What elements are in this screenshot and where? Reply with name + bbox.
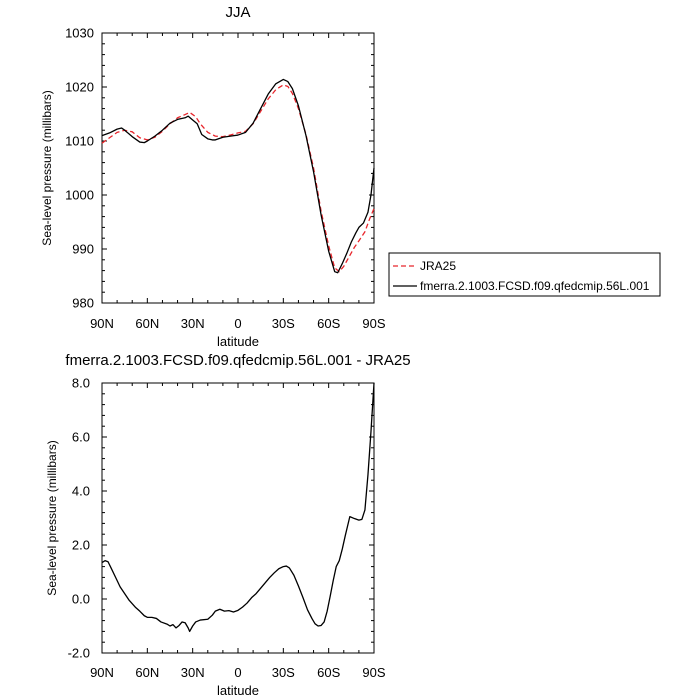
bottom-y-tick-label-8: 8.0	[72, 376, 90, 391]
bottom-y-tick-label-4: 4.0	[72, 484, 90, 499]
bottom-plot-frame	[101, 382, 375, 654]
top-y-tick-labels: 980 990 1000 1010 1020 1030	[65, 26, 94, 311]
top-y-axis-label: Sea-level pressure (millibars)	[40, 90, 54, 245]
top-series-lines	[101, 78, 375, 274]
bottom-y-tick-label-0: 0.0	[72, 592, 90, 607]
top-y-tick-label-980: 980	[72, 296, 94, 311]
top-x-tick-label-60s: 60S	[317, 316, 340, 331]
top-y-tick-label-1000: 1000	[65, 188, 94, 203]
top-series-line-0	[101, 84, 375, 273]
top-y-tick-label-1020: 1020	[65, 80, 94, 95]
bottom-chart-title: fmerra.2.1003.FCSD.f09.qfedcmip.56L.001 …	[65, 352, 410, 369]
top-x-axis-label: latitude	[217, 334, 259, 349]
top-x-tick-label-60n: 60N	[135, 316, 159, 331]
top-series-line-1	[101, 78, 375, 274]
bottom-y-tick-label-6: 6.0	[72, 430, 90, 445]
bottom-axis-ticks	[101, 382, 375, 654]
bottom-x-tick-label-30n: 30N	[181, 665, 205, 680]
bottom-x-tick-label-90s: 90S	[362, 665, 385, 680]
top-x-tick-label-90s: 90S	[362, 316, 385, 331]
top-x-tick-label-30n: 30N	[181, 316, 205, 331]
top-y-tick-label-990: 990	[72, 242, 94, 257]
top-x-tick-label-90n: 90N	[90, 316, 114, 331]
bottom-x-tick-labels: 90N 60N 30N 0 30S 60S 90S	[90, 665, 386, 680]
top-y-tick-label-1030: 1030	[65, 26, 94, 41]
top-chart-title: JJA	[225, 4, 250, 21]
top-x-tick-label-0: 0	[234, 316, 241, 331]
top-y-tick-label-1010: 1010	[65, 134, 94, 149]
bottom-x-tick-label-0: 0	[234, 665, 241, 680]
bottom-x-tick-label-60n: 60N	[135, 665, 159, 680]
bottom-y-axis-label: Sea-level pressure (millibars)	[45, 440, 59, 595]
bottom-series-line-0	[101, 382, 375, 633]
bottom-x-tick-label-60s: 60S	[317, 665, 340, 680]
legend: JRA25 fmerra.2.1003.FCSD.f09.qfedcmip.56…	[388, 252, 661, 297]
top-x-tick-label-30s: 30S	[272, 316, 295, 331]
legend-label-jra25: JRA25	[420, 259, 456, 273]
legend-label-fmerra: fmerra.2.1003.FCSD.f09.qfedcmip.56L.001	[420, 279, 650, 293]
bottom-x-tick-label-30s: 30S	[272, 665, 295, 680]
bottom-y-tick-labels: -2.0 0.0 2.0 4.0 6.0 8.0	[68, 376, 90, 661]
bottom-x-axis-label: latitude	[217, 683, 259, 698]
bottom-series-lines	[101, 382, 375, 633]
top-x-tick-labels: 90N 60N 30N 0 30S 60S 90S	[90, 316, 386, 331]
bottom-y-tick-label-m2: -2.0	[68, 646, 90, 661]
legend-box	[388, 252, 661, 297]
bottom-y-tick-label-2: 2.0	[72, 538, 90, 553]
bottom-x-tick-label-90n: 90N	[90, 665, 114, 680]
